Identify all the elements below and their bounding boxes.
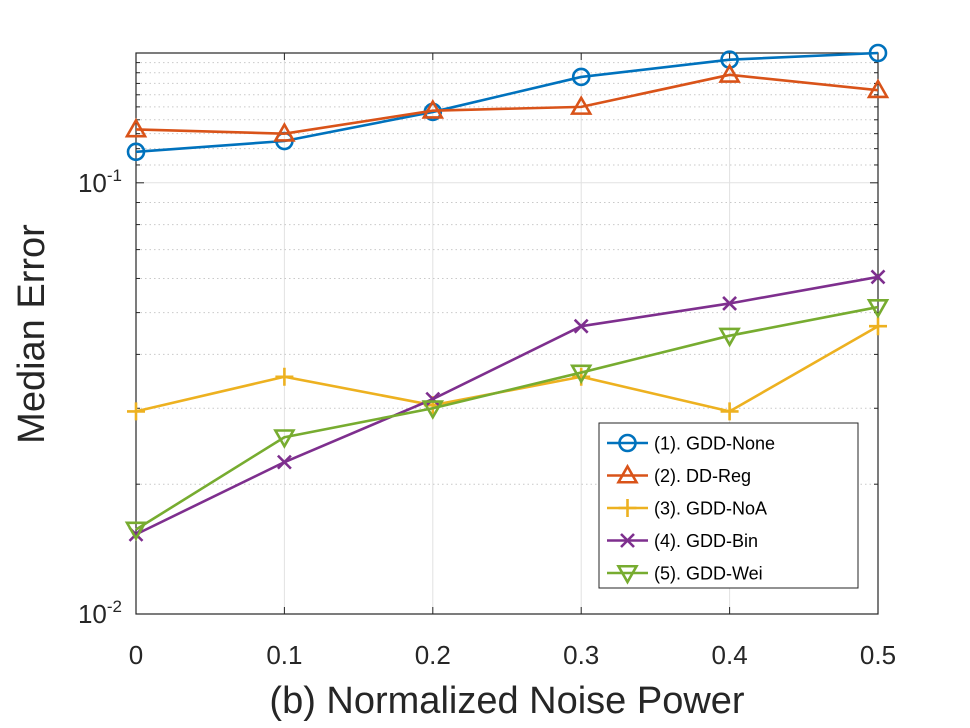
x-tick-label: 0.1	[266, 640, 302, 670]
tick-marks	[135, 53, 879, 615]
y-tick-labels: 10-2 10-1	[78, 166, 122, 629]
series-line	[135, 73, 879, 135]
triangle-down-marker	[718, 327, 741, 348]
triangle-up-marker	[866, 78, 890, 99]
legend-entry: (4). GDD-Bin	[607, 531, 758, 551]
triangle-down-marker	[569, 364, 593, 385]
legend-label: (3). GDD-NoA	[654, 499, 767, 519]
x-marker	[276, 454, 292, 470]
legend-entry: (2). DD-Reg	[607, 463, 751, 486]
legend-entry: (5). GDD-Wei	[607, 564, 763, 585]
y-axis-label: Median Error	[11, 224, 53, 444]
triangle-up-marker	[273, 122, 296, 142]
x-tick-label: 0.4	[712, 640, 748, 670]
legend-label: (1). GDD-None	[654, 434, 775, 454]
y-tick-label: 10-2	[78, 597, 122, 629]
x-tick-labels: 0 0.1 0.2 0.3 0.4 0.5	[129, 640, 896, 670]
triangle-down-marker	[124, 521, 148, 542]
x-axis-label: (b) Normalized Noise Power	[269, 680, 744, 722]
x-marker	[425, 391, 441, 407]
plus-marker	[275, 367, 294, 386]
circle-marker	[571, 67, 591, 87]
triangle-down-marker	[616, 564, 639, 585]
legend: (1). GDD-None (2). DD-Reg (3). GDD-NoA (4).…	[598, 422, 859, 589]
triangle-up-marker	[421, 99, 445, 119]
x-marker	[722, 296, 738, 311]
triangle-down-marker	[421, 400, 445, 420]
series-line	[135, 305, 879, 531]
circle-marker	[618, 433, 637, 453]
triangle-up-marker	[569, 95, 593, 115]
x-tick-label: 0.2	[415, 640, 451, 670]
x-tick-label: 0.3	[563, 640, 599, 670]
legend-label: (2). DD-Reg	[654, 466, 751, 486]
plus-marker	[720, 402, 739, 421]
plus-marker	[127, 402, 145, 421]
legend-box	[598, 422, 859, 589]
plus-marker	[618, 499, 637, 517]
triangle-up-marker	[616, 463, 639, 484]
triangle-down-marker	[273, 429, 296, 449]
series-line	[135, 275, 879, 536]
x-marker	[620, 533, 635, 548]
x-marker	[870, 269, 886, 285]
x-tick-label: 0.5	[860, 640, 896, 670]
series-2	[124, 63, 890, 142]
legend-label: (5). GDD-Wei	[654, 564, 763, 584]
x-marker	[573, 318, 589, 334]
x-tick-label: 0	[129, 640, 143, 670]
legend-entry: (1). GDD-None	[607, 434, 775, 454]
series-5	[124, 299, 890, 542]
triangle-up-marker	[718, 63, 741, 83]
legend-label: (4). GDD-Bin	[654, 531, 758, 551]
series-layer	[124, 43, 890, 542]
circle-marker	[868, 43, 888, 63]
plus-marker	[869, 317, 887, 336]
series-line	[135, 51, 879, 154]
triangle-down-marker	[866, 299, 890, 319]
triangle-up-marker	[124, 117, 148, 138]
circle-marker	[126, 142, 146, 162]
legend-entry: (3). GDD-NoA	[607, 499, 767, 519]
y-tick-label: 10-1	[78, 166, 122, 198]
